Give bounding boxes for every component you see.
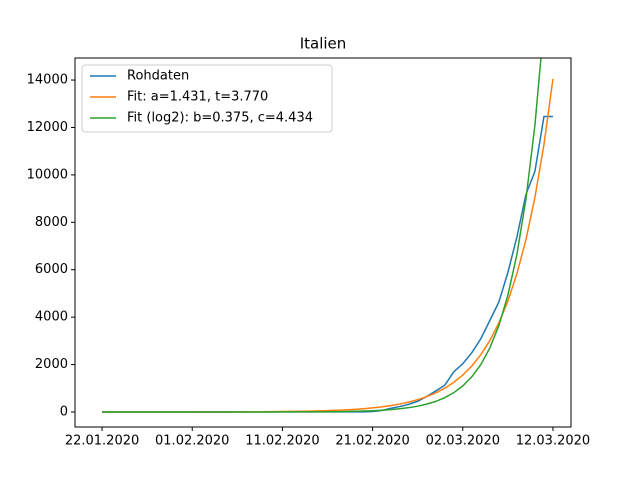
x-tick-label: 12.03.2020 [516,434,590,449]
legend-label: Rohdaten [127,69,189,84]
x-tick-label: 11.02.2020 [245,434,319,449]
y-tick-label: 6000 [35,262,68,277]
y-tick-label: 4000 [35,310,68,325]
plot-lines [102,58,554,413]
x-tick-label: 01.02.2020 [155,434,229,449]
plot-frame [74,57,572,428]
legend-label: Fit (log2): b=0.375, c=4.434 [127,111,313,126]
data-line [102,58,542,413]
x-tick-label: 21.02.2020 [335,434,409,449]
y-tick-label: 12000 [27,120,68,135]
y-tick-label: 0 [60,404,68,419]
y-tick-label: 8000 [35,215,68,230]
y-tick-label: 14000 [27,73,68,88]
x-tick-label: 02.03.2020 [426,434,500,449]
legend-box [81,64,333,133]
x-tick-label: 22.01.2020 [65,434,139,449]
y-tick-label: 10000 [27,167,68,182]
legend-label: Fit: a=1.431, t=3.770 [127,90,268,105]
y-tick-label: 2000 [35,357,68,372]
chart-title: Italien [300,35,347,53]
